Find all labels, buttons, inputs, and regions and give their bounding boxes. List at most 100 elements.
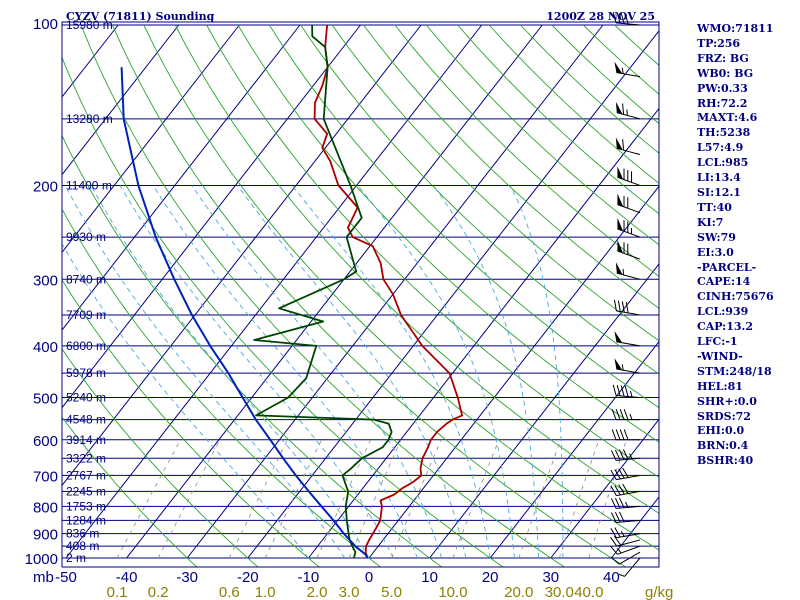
barb-flag <box>614 449 621 461</box>
chart-profiles <box>120 24 463 559</box>
index-item: LFC:-1 <box>697 335 738 349</box>
height-label: 8740 m <box>66 272 106 286</box>
barb-flag <box>613 299 617 311</box>
wind-barb <box>611 409 640 421</box>
pressure-tick-label: 500 <box>33 391 58 408</box>
mixing-ratio-tick-label: 0.1 <box>107 584 128 600</box>
mixing-ratio-line <box>452 439 500 559</box>
barb-half-flag <box>618 573 625 577</box>
barb-flag <box>618 449 625 460</box>
barb-flag <box>619 429 625 440</box>
barb-half-flag <box>625 501 629 508</box>
height-label: 2 m <box>66 551 86 565</box>
index-item: HEL:81 <box>697 379 743 393</box>
isotherm-line <box>308 107 659 559</box>
barb-flag <box>620 385 625 397</box>
barb-flag <box>618 511 625 522</box>
pressure-tick-label: 900 <box>33 527 58 544</box>
parcel-line <box>120 67 369 559</box>
height-label: 11400 m <box>66 178 112 192</box>
index-item: MAXT:4.6 <box>697 111 758 125</box>
index-item: KI:7 <box>697 215 724 229</box>
barb-flag <box>617 300 621 312</box>
mixing-ratio-tick-label: 20.0 <box>504 584 533 600</box>
barb-flag <box>623 409 629 420</box>
temperature-line <box>313 24 463 559</box>
barb-half-flag <box>620 530 625 537</box>
wind-barb <box>615 262 641 280</box>
pressure-tick-label: 700 <box>33 468 58 485</box>
index-item: SI:12.1 <box>697 185 741 199</box>
barb-flag <box>615 429 621 440</box>
barb-flag <box>610 498 617 509</box>
index-item: LCL:985 <box>697 156 749 170</box>
barb-flag <box>623 429 629 440</box>
barb-flag <box>615 409 621 420</box>
barb-flag <box>625 301 629 313</box>
barb-staff <box>616 71 641 78</box>
mixing-ratio-tick-label: 5.0 <box>381 584 402 600</box>
barb-flag <box>610 556 620 565</box>
dry-adiabat-line <box>143 24 659 551</box>
wind-barb <box>610 483 641 497</box>
isotherm-line <box>65 24 483 559</box>
temperature-tick-label: 10 <box>421 569 438 586</box>
barb-flag <box>610 528 617 539</box>
height-label: 5978 m <box>66 366 106 380</box>
isotherm-line <box>429 263 659 559</box>
barb-flag <box>612 12 617 24</box>
isotherm-line <box>62 24 422 487</box>
dry-adiabat-line <box>300 24 659 375</box>
dry-adiabat-line <box>62 348 259 567</box>
barb-flag <box>612 384 617 396</box>
index-item: CINH:75676 <box>697 290 774 304</box>
pressure-unit-label: mb <box>33 569 54 586</box>
moist-adiabat-line <box>62 243 309 559</box>
height-label: 408 m <box>66 539 99 553</box>
barb-pennant <box>617 239 624 254</box>
wind-barb <box>617 217 641 238</box>
isotherm-line <box>62 24 180 176</box>
pressure-tick-label: 300 <box>33 272 58 289</box>
wind-barb <box>610 551 641 565</box>
mixing-ratio-line <box>518 439 562 559</box>
index-item: L57:4.9 <box>697 141 744 155</box>
barb-pennant <box>617 193 624 207</box>
wind-barb <box>614 330 641 347</box>
barb-pennant <box>614 330 623 343</box>
isotherm-line <box>550 418 659 559</box>
dry-adiabat-line <box>62 416 198 567</box>
mixing-ratio-tick-label: 40.0 <box>574 584 603 600</box>
barb-flag <box>618 468 625 479</box>
temperature-tick-label: -30 <box>176 569 198 586</box>
index-item: TP:256 <box>697 36 741 50</box>
barb-flag <box>611 429 617 440</box>
barb-flag <box>624 385 629 397</box>
mixing-ratio-tick-label: 0.6 <box>219 584 240 600</box>
temperature-tick-label: 0 <box>365 569 373 586</box>
height-label: 3914 m <box>66 433 106 447</box>
barb-flag <box>610 512 617 523</box>
barb-pennant <box>615 137 623 150</box>
barb-flag <box>614 497 621 509</box>
wind-barb <box>617 166 641 186</box>
pressure-tick-label: 1000 <box>25 551 58 568</box>
pressure-tick-label: 100 <box>33 16 58 33</box>
barb-half-flag <box>629 453 633 460</box>
height-label: 6800 m <box>66 339 106 353</box>
barb-pennant <box>617 166 624 180</box>
moist-adiabat-line <box>119 185 394 559</box>
barb-flag <box>613 535 622 546</box>
isotherm-line <box>247 30 659 559</box>
mixing-ratio-tick-label: 2.0 <box>307 584 328 600</box>
index-item: CAPE:14 <box>697 275 751 289</box>
wind-barb <box>610 449 641 461</box>
height-label: 15980 m <box>66 18 113 32</box>
barb-half-flag <box>626 109 628 116</box>
height-label: 13280 m <box>66 112 113 126</box>
barb-half-flag <box>629 413 633 420</box>
index-item: WMO:71811 <box>697 22 774 35</box>
temperature-tick-label: -10 <box>298 569 320 586</box>
barb-flag <box>622 103 625 115</box>
